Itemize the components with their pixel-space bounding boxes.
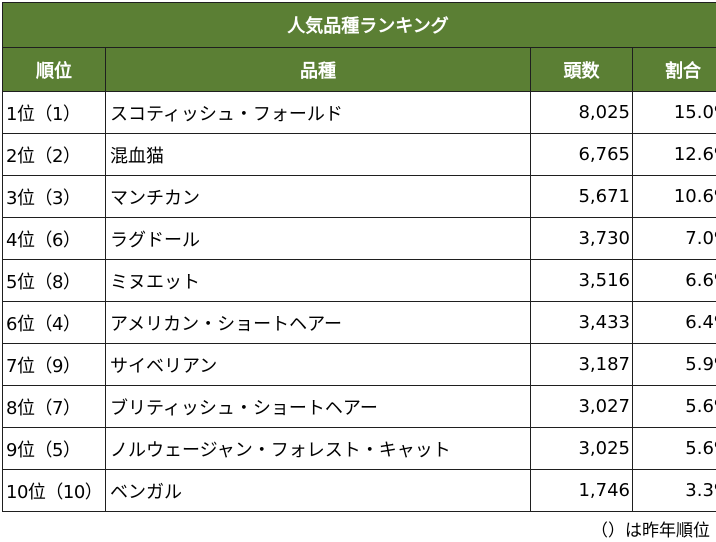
rank-cell: 8位（7） (2, 385, 106, 428)
header-row: 順位 品種 頭数 割合 (2, 47, 716, 92)
rank-cell: 5位（8） (2, 259, 106, 302)
table-row: 10位（10） ベンガル 1,746 3.3% (2, 469, 716, 512)
share-cell: 6.4% (631, 301, 716, 344)
breed-cell: サイベリアン (105, 343, 531, 386)
rank-cell: 4位（6） (2, 217, 106, 260)
share-cell: 5.6% (631, 427, 716, 470)
count-cell: 3,027 (530, 385, 633, 428)
header-breed: 品種 (105, 47, 531, 92)
table-row: 8位（7） ブリティッシュ・ショートヘアー 3,027 5.6% (2, 385, 716, 428)
breed-cell: 混血猫 (105, 133, 531, 176)
breed-cell: スコティッシュ・フォールド (105, 91, 531, 134)
table-row: 9位（5） ノルウェージャン・フォレスト・キャット 3,025 5.6% (2, 427, 716, 470)
title-row: 人気品種ランキング (1, 2, 716, 48)
table-row: 1位（1） スコティッシュ・フォールド 8,025 15.0% (2, 91, 716, 134)
count-cell: 3,025 (530, 427, 633, 470)
table-row: 6位（4） アメリカン・ショートヘアー 3,433 6.4% (2, 301, 716, 344)
breed-cell: ベンガル (105, 469, 531, 512)
rank-cell: 6位（4） (2, 301, 106, 344)
table-row: 4位（6） ラグドール 3,730 7.0% (2, 217, 716, 260)
count-cell: 3,730 (530, 217, 633, 260)
share-cell: 6.6% (631, 259, 716, 302)
header-count: 頭数 (530, 47, 633, 92)
ranking-table: 人気品種ランキング 順位 品種 頭数 割合 1位（1） スコティッシュ・フォール… (1, 2, 716, 512)
rank-cell: 7位（9） (2, 343, 106, 386)
table-title: 人気品種ランキング (1, 2, 716, 48)
rank-cell: 9位（5） (2, 427, 106, 470)
header-share: 割合 (631, 47, 716, 92)
count-cell: 3,187 (530, 343, 633, 386)
share-cell: 3.3% (631, 469, 716, 512)
count-cell: 8,025 (530, 91, 633, 134)
table-row: 3位（3） マンチカン 5,671 10.6% (2, 175, 716, 218)
count-cell: 5,671 (530, 175, 633, 218)
share-cell: 7.0% (631, 217, 716, 260)
count-cell: 3,516 (530, 259, 633, 302)
table-row: 7位（9） サイベリアン 3,187 5.9% (2, 343, 716, 386)
breed-cell: ブリティッシュ・ショートヘアー (105, 385, 531, 428)
footnote: （）は昨年順位 (591, 521, 710, 541)
rank-cell: 1位（1） (2, 91, 106, 134)
breed-cell: マンチカン (105, 175, 531, 218)
header-rank: 順位 (2, 47, 106, 92)
table-row: 2位（2） 混血猫 6,765 12.6% (2, 133, 716, 176)
rank-cell: 2位（2） (2, 133, 106, 176)
share-cell: 5.9% (631, 343, 716, 386)
rank-cell: 3位（3） (2, 175, 106, 218)
share-cell: 15.0% (631, 91, 716, 134)
breed-cell: ノルウェージャン・フォレスト・キャット (105, 427, 531, 470)
count-cell: 6,765 (530, 133, 633, 176)
breed-cell: アメリカン・ショートヘアー (105, 301, 531, 344)
count-cell: 1,746 (530, 469, 633, 512)
count-cell: 3,433 (530, 301, 633, 344)
breed-cell: ミヌエット (105, 259, 531, 302)
share-cell: 12.6% (631, 133, 716, 176)
share-cell: 5.6% (631, 385, 716, 428)
share-cell: 10.6% (631, 175, 716, 218)
breed-cell: ラグドール (105, 217, 531, 260)
table-row: 5位（8） ミヌエット 3,516 6.6% (2, 259, 716, 302)
rank-cell: 10位（10） (2, 469, 106, 512)
